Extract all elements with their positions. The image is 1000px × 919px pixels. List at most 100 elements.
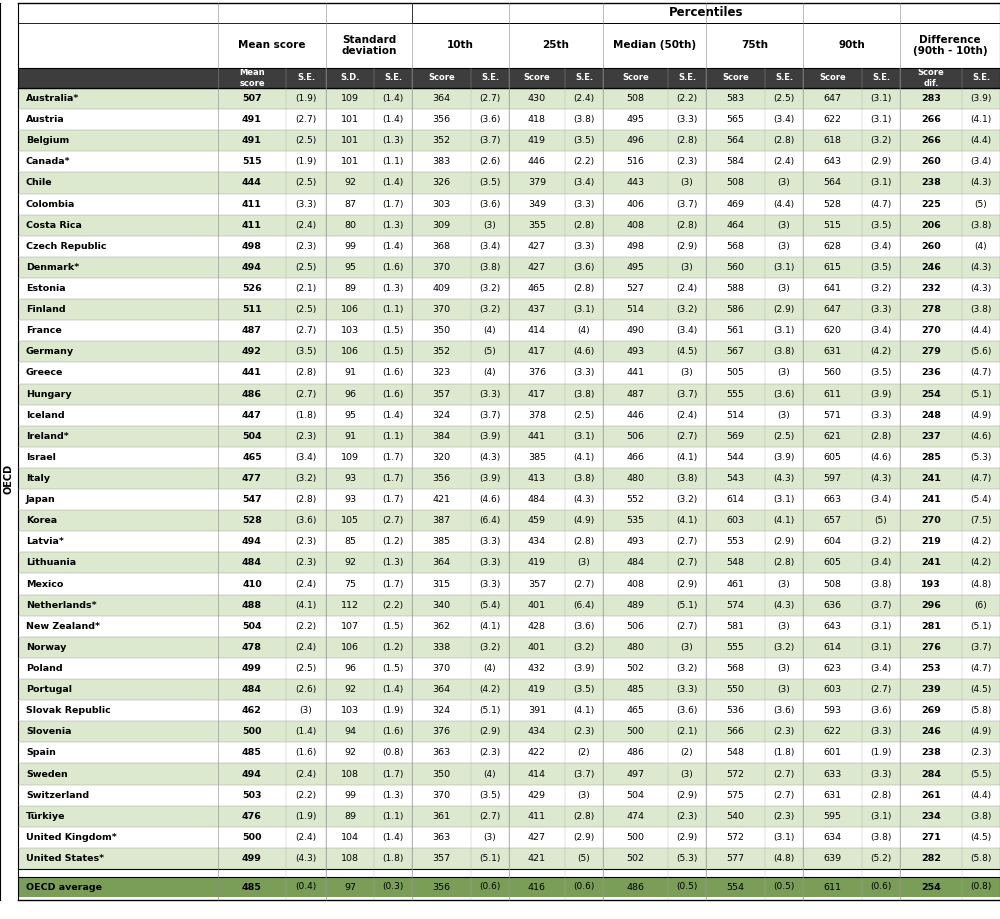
Text: 363: 363 <box>432 833 451 842</box>
Text: 94: 94 <box>344 727 356 736</box>
Bar <box>18 130 1000 152</box>
Text: (2.8): (2.8) <box>870 432 892 441</box>
Text: 495: 495 <box>626 115 644 124</box>
Text: 494: 494 <box>242 263 262 272</box>
Text: 488: 488 <box>242 601 262 609</box>
Text: 278: 278 <box>921 305 941 314</box>
Text: 621: 621 <box>824 432 842 441</box>
Text: (3.6): (3.6) <box>676 706 698 715</box>
Text: (3.6): (3.6) <box>479 115 501 124</box>
Text: (4.6): (4.6) <box>479 495 501 505</box>
Text: 89: 89 <box>344 284 356 293</box>
Text: (3.4): (3.4) <box>773 115 795 124</box>
Bar <box>18 362 1000 383</box>
Text: Netherlands*: Netherlands* <box>26 601 97 609</box>
Text: Spain: Spain <box>26 748 56 757</box>
Text: (3.1): (3.1) <box>773 495 795 505</box>
Text: (4.3): (4.3) <box>773 601 795 609</box>
Text: (3.5): (3.5) <box>870 369 892 378</box>
Text: 239: 239 <box>921 685 941 694</box>
Text: 92: 92 <box>344 559 356 567</box>
Text: (3.2): (3.2) <box>479 643 501 652</box>
Text: 498: 498 <box>626 242 644 251</box>
Text: (4.3): (4.3) <box>970 178 992 187</box>
Text: 103: 103 <box>341 326 359 335</box>
Text: (3.4): (3.4) <box>870 559 892 567</box>
Text: (3.8): (3.8) <box>676 474 698 483</box>
Text: 357: 357 <box>432 390 451 399</box>
Text: S.E.: S.E. <box>297 74 315 83</box>
Text: 495: 495 <box>626 263 644 272</box>
Text: 487: 487 <box>242 326 262 335</box>
Text: (4.1): (4.1) <box>479 622 501 630</box>
Text: (4.4): (4.4) <box>773 199 795 209</box>
Text: (1.8): (1.8) <box>773 748 795 757</box>
Text: 320: 320 <box>432 453 451 462</box>
Text: (3.3): (3.3) <box>479 538 501 546</box>
Text: 540: 540 <box>726 811 744 821</box>
Text: 92: 92 <box>344 178 356 187</box>
Text: (4.3): (4.3) <box>870 474 892 483</box>
Text: 408: 408 <box>626 221 644 230</box>
Text: 498: 498 <box>242 242 262 251</box>
Bar <box>18 531 1000 552</box>
Text: (2.7): (2.7) <box>479 811 501 821</box>
Text: 614: 614 <box>824 643 842 652</box>
Text: (2.9): (2.9) <box>676 242 698 251</box>
Text: 93: 93 <box>344 474 356 483</box>
Text: (1.1): (1.1) <box>382 305 404 314</box>
Text: 484: 484 <box>242 685 262 694</box>
Text: (3.1): (3.1) <box>870 811 892 821</box>
Text: 553: 553 <box>726 538 745 546</box>
Text: (4.8): (4.8) <box>970 580 992 588</box>
Text: 611: 611 <box>824 390 842 399</box>
Text: 492: 492 <box>242 347 262 357</box>
Text: (4): (4) <box>484 326 496 335</box>
Text: 101: 101 <box>341 115 359 124</box>
Text: Mean
score: Mean score <box>239 68 265 87</box>
Text: 376: 376 <box>528 369 546 378</box>
Text: 643: 643 <box>823 157 842 166</box>
Text: S.E.: S.E. <box>775 74 793 83</box>
Text: (4.3): (4.3) <box>970 263 992 272</box>
Text: 106: 106 <box>341 643 359 652</box>
Text: 443: 443 <box>626 178 645 187</box>
Text: (1.2): (1.2) <box>382 643 404 652</box>
Text: (3.1): (3.1) <box>870 178 892 187</box>
Text: (1.7): (1.7) <box>382 495 404 505</box>
Text: (2.2): (2.2) <box>676 94 698 103</box>
Text: (3.3): (3.3) <box>573 369 595 378</box>
Text: 428: 428 <box>528 622 546 630</box>
Text: (2.8): (2.8) <box>573 538 595 546</box>
Text: 487: 487 <box>626 390 644 399</box>
Text: 462: 462 <box>242 706 262 715</box>
Text: (3): (3) <box>778 178 790 187</box>
Text: (3): (3) <box>778 664 790 673</box>
Text: 631: 631 <box>823 790 842 800</box>
Text: Median (50th): Median (50th) <box>613 40 696 51</box>
Text: (4): (4) <box>975 242 987 251</box>
Text: 544: 544 <box>726 453 744 462</box>
Text: Belgium: Belgium <box>26 136 69 145</box>
Text: 92: 92 <box>344 685 356 694</box>
Text: 421: 421 <box>528 854 546 863</box>
Text: 107: 107 <box>341 622 359 630</box>
Text: 622: 622 <box>824 115 842 124</box>
Text: 236: 236 <box>921 369 941 378</box>
Text: 241: 241 <box>921 474 941 483</box>
Text: (2.4): (2.4) <box>295 580 317 588</box>
Text: Korea: Korea <box>26 516 57 526</box>
Text: 284: 284 <box>921 769 941 778</box>
Text: (3.3): (3.3) <box>870 727 892 736</box>
Text: (2.9): (2.9) <box>773 538 795 546</box>
Text: 219: 219 <box>921 538 941 546</box>
Bar <box>18 785 1000 806</box>
Text: 527: 527 <box>626 284 644 293</box>
Text: (3.3): (3.3) <box>479 580 501 588</box>
Text: (4.1): (4.1) <box>970 115 992 124</box>
Text: 597: 597 <box>824 474 842 483</box>
Text: (2.5): (2.5) <box>295 263 317 272</box>
Text: (1.6): (1.6) <box>382 369 404 378</box>
Text: (0.5): (0.5) <box>676 882 698 891</box>
Text: 511: 511 <box>242 305 262 314</box>
